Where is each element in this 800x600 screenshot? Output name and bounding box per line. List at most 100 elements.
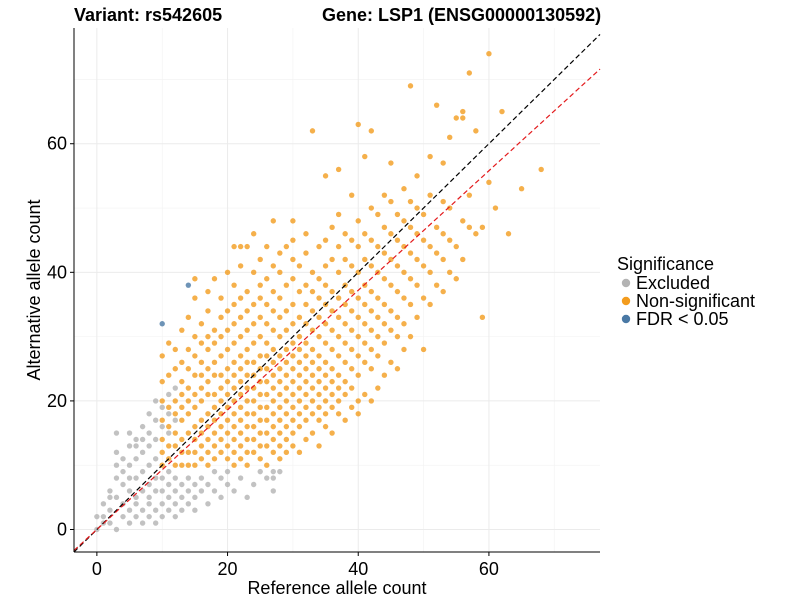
point-non-significant [218,398,224,404]
point-non-significant [277,295,283,301]
point-non-significant [329,327,335,333]
point-excluded [126,520,133,526]
point-non-significant [479,224,486,231]
point-non-significant [316,353,322,359]
point-excluded [166,494,172,501]
point-excluded [152,507,159,513]
point-excluded [146,430,152,436]
point-non-significant [237,333,244,340]
point-non-significant [433,282,440,288]
point-non-significant [349,308,355,314]
point-non-significant [322,340,329,346]
point-non-significant [264,417,270,423]
point-non-significant [283,449,290,456]
point-non-significant [316,333,322,340]
point-non-significant [349,385,355,391]
point-non-significant [172,430,178,436]
point-non-significant [322,411,329,417]
point-excluded [152,475,159,481]
point-non-significant [362,256,368,263]
point-non-significant [264,321,270,327]
point-non-significant [309,359,316,366]
point-non-significant [394,211,401,218]
point-non-significant [270,218,276,224]
point-excluded [166,411,172,417]
point-non-significant [264,404,270,411]
point-non-significant [322,423,329,430]
point-non-significant [250,321,257,327]
point-non-significant [264,366,270,372]
point-non-significant [198,340,205,346]
point-excluded [100,513,107,520]
point-non-significant [211,327,218,333]
point-non-significant [218,449,224,456]
point-non-significant [381,276,388,282]
point-non-significant [335,411,342,417]
point-non-significant [420,211,427,218]
point-non-significant [407,198,414,205]
point-excluded [205,501,211,507]
point-non-significant [303,231,309,237]
point-non-significant [166,443,172,449]
point-non-significant [185,314,192,321]
point-non-significant [192,462,198,468]
point-non-significant [205,423,211,430]
point-excluded [126,430,133,436]
y-tick-label: 20 [47,391,67,411]
point-non-significant [303,391,309,398]
reference-lines [73,34,601,553]
point-non-significant [447,134,453,141]
point-non-significant [433,250,440,256]
point-non-significant [296,263,303,269]
point-non-significant [211,430,218,436]
point-non-significant [355,372,361,378]
point-non-significant [322,372,329,378]
point-non-significant [244,411,250,417]
point-non-significant [218,333,224,340]
point-non-significant [394,288,401,295]
legend-label: FDR < 0.05 [636,309,729,329]
point-non-significant [342,256,348,263]
point-non-significant [159,436,165,443]
point-non-significant [486,51,492,57]
point-non-significant [179,378,185,385]
point-excluded [126,488,133,494]
point-excluded [166,430,172,436]
point-excluded [120,456,126,462]
point-non-significant [368,398,375,404]
point-non-significant [277,443,283,449]
point-non-significant [335,372,342,378]
point-excluded [152,436,159,443]
point-non-significant [237,378,244,385]
point-non-significant [309,269,316,276]
point-non-significant [342,359,348,366]
point-excluded [270,468,276,475]
point-non-significant [368,263,375,269]
point-non-significant [296,385,303,391]
point-non-significant [440,256,446,263]
point-excluded [166,391,172,398]
point-non-significant [205,449,211,456]
y-tick-label: 40 [47,262,67,282]
x-tick-label: 20 [218,559,238,579]
point-non-significant [283,243,290,250]
point-non-significant [368,128,375,134]
point-non-significant [211,404,218,411]
point-excluded [139,468,146,475]
point-non-significant [368,237,375,243]
point-non-significant [270,308,276,314]
point-non-significant [205,436,211,443]
point-non-significant [237,404,244,411]
point-non-significant [237,366,244,372]
point-non-significant [185,411,192,417]
point-non-significant [250,436,257,443]
point-non-significant [296,398,303,404]
x-tick-label: 0 [92,559,102,579]
point-non-significant [303,250,309,256]
point-excluded [192,481,198,488]
point-excluded [185,488,192,494]
point-excluded [120,513,126,520]
point-non-significant [335,269,342,276]
point-non-significant [447,205,453,211]
